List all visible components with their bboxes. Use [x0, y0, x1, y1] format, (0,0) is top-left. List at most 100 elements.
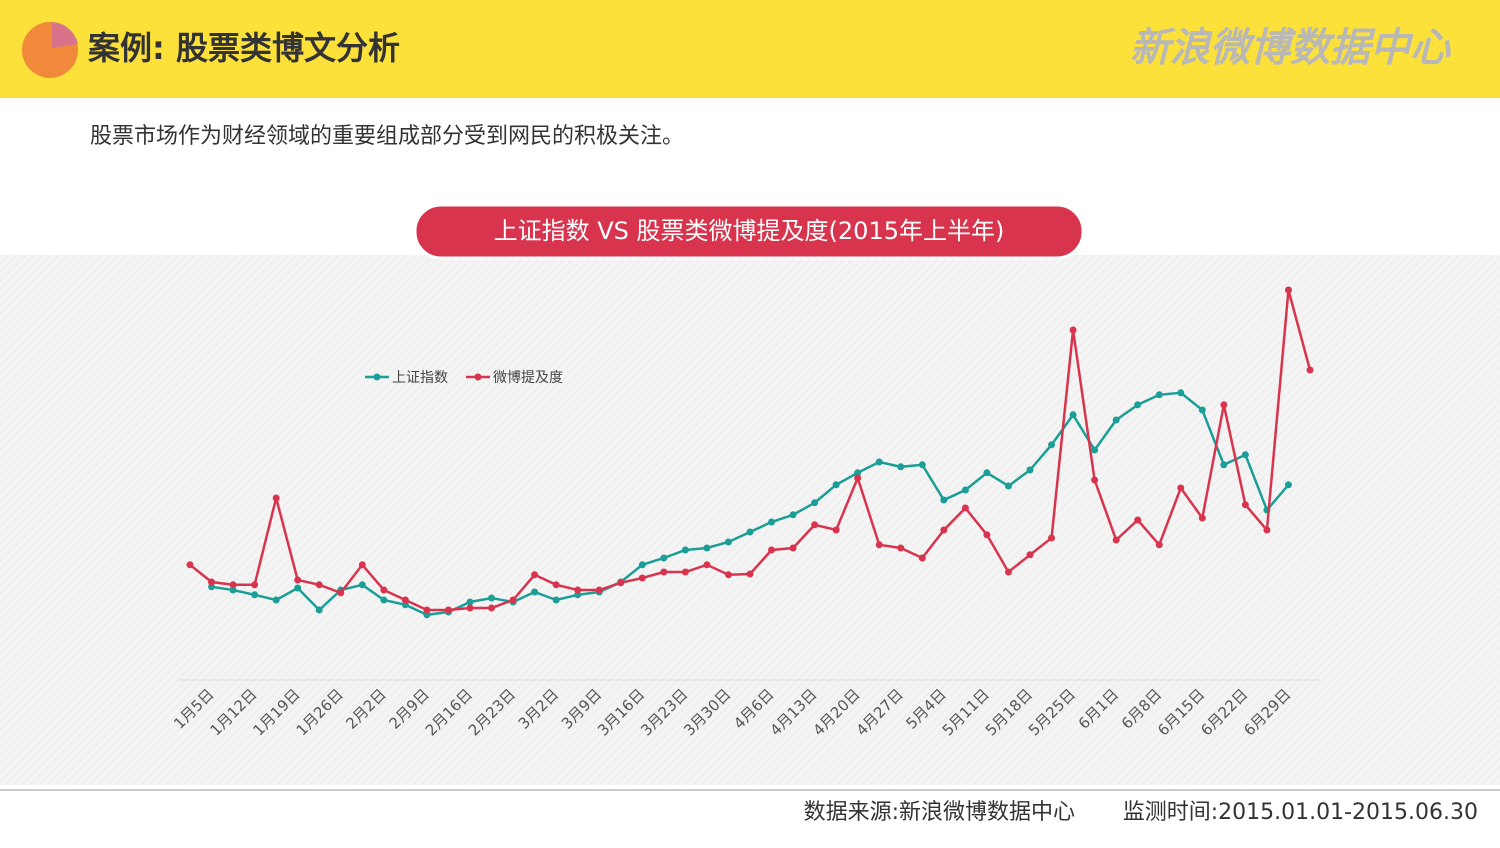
logo: 新浪微博数据中心	[1130, 25, 1451, 71]
data-point	[1069, 411, 1077, 419]
data-point	[444, 606, 452, 614]
header-bar	[0, 0, 1500, 98]
data-point	[832, 481, 840, 489]
data-point	[1134, 401, 1142, 409]
header-icon-wedge	[52, 22, 78, 48]
data-point	[897, 544, 905, 552]
legend-dot	[373, 373, 381, 381]
data-point	[961, 504, 969, 512]
data-point	[1048, 534, 1056, 542]
data-point	[401, 601, 409, 609]
data-point	[208, 583, 216, 591]
data-point	[208, 578, 216, 586]
data-point	[660, 568, 668, 576]
data-point	[251, 581, 259, 589]
data-point	[1026, 551, 1034, 559]
data-point	[746, 528, 754, 536]
data-point	[552, 596, 560, 604]
data-point	[1091, 476, 1099, 484]
data-point	[358, 581, 366, 589]
data-point	[380, 596, 388, 604]
data-point	[724, 538, 732, 546]
data-point	[466, 604, 474, 612]
data-point	[1069, 326, 1077, 334]
data-point	[811, 521, 819, 529]
data-point	[617, 579, 625, 587]
chart-title: 上证指数 VS 股票类微博提及度(2015年上半年)	[494, 217, 1005, 245]
data-point	[229, 586, 237, 594]
data-point	[251, 591, 259, 599]
data-point	[1220, 461, 1228, 469]
data-point	[1026, 466, 1034, 474]
data-point	[983, 531, 991, 539]
data-point	[854, 474, 862, 482]
legend-dot	[474, 373, 482, 381]
data-point	[638, 561, 646, 569]
header-title: 案例: 股票类博文分析	[88, 29, 400, 67]
data-point	[1306, 366, 1314, 374]
data-point	[488, 594, 496, 602]
data-point	[1220, 401, 1228, 409]
data-point	[789, 544, 797, 552]
data-point	[1048, 441, 1056, 449]
data-point	[574, 591, 582, 599]
legend-label: 上证指数	[392, 370, 448, 386]
data-point	[552, 581, 560, 589]
data-point	[1155, 391, 1163, 399]
data-point	[768, 518, 776, 526]
data-point	[531, 571, 539, 579]
footer-period: 监测时间:2015.01.01-2015.06.30	[1123, 800, 1478, 825]
data-point	[595, 586, 603, 594]
data-point	[681, 546, 689, 554]
data-point	[466, 598, 474, 606]
data-point	[1284, 286, 1292, 294]
data-point	[315, 606, 323, 614]
data-point	[811, 499, 819, 507]
data-point	[1198, 514, 1206, 522]
data-point	[703, 544, 711, 552]
footer-source: 数据来源:新浪微博数据中心	[804, 800, 1075, 825]
legend-label: 微博提及度	[493, 369, 563, 386]
data-point	[724, 571, 732, 579]
chart-title-pill	[413, 203, 1085, 260]
data-point	[681, 568, 689, 576]
data-point	[272, 494, 280, 502]
data-point	[272, 596, 280, 604]
data-point	[983, 469, 991, 477]
data-point	[1155, 541, 1163, 549]
data-point	[488, 604, 496, 612]
data-point	[854, 469, 862, 477]
data-point	[897, 463, 905, 471]
subtitle: 股票市场作为财经领域的重要组成部分受到网民的积极关注。	[90, 124, 684, 149]
data-point	[660, 554, 668, 562]
data-point	[423, 611, 431, 619]
data-point	[1241, 501, 1249, 509]
data-point	[875, 541, 883, 549]
data-point	[337, 589, 345, 597]
data-point	[768, 546, 776, 554]
data-point	[875, 458, 883, 466]
data-point	[1091, 446, 1099, 454]
data-point	[531, 588, 539, 596]
data-point	[1112, 536, 1120, 544]
data-point	[294, 576, 302, 584]
data-point	[423, 606, 431, 614]
data-point	[186, 561, 194, 569]
data-point	[401, 596, 409, 604]
data-point	[1112, 416, 1120, 424]
data-point	[358, 561, 366, 569]
data-point	[229, 581, 237, 589]
data-point	[638, 574, 646, 582]
data-point	[509, 596, 517, 604]
data-point	[294, 584, 302, 592]
data-point	[1134, 516, 1142, 524]
data-point	[961, 486, 969, 494]
data-point	[940, 526, 948, 534]
data-point	[789, 511, 797, 519]
data-point	[1198, 406, 1206, 414]
data-point	[832, 526, 840, 534]
data-point	[1263, 526, 1271, 534]
data-point	[940, 496, 948, 504]
data-point	[918, 461, 926, 469]
